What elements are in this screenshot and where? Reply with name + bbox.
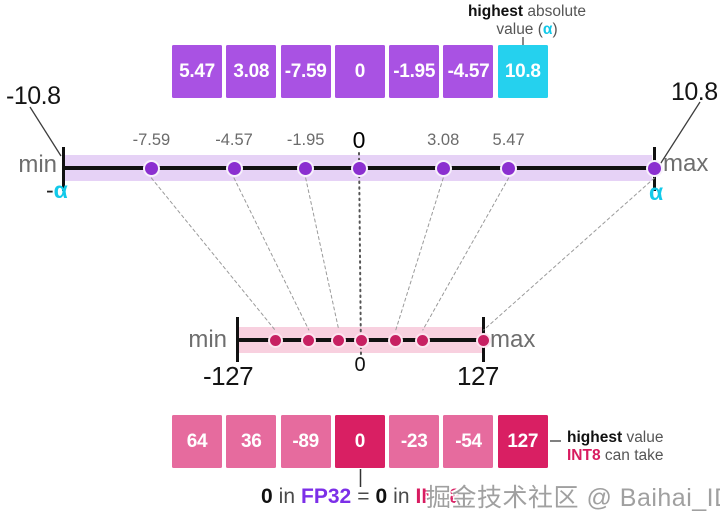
fp32-cell: -4.57 [443,45,494,98]
fp32-dot [350,159,368,177]
int8-zero-label: 0 [354,354,366,376]
int8-dot [388,332,404,348]
fp32-zero-label: 0 [352,127,366,153]
fp32-min-tick [62,147,65,191]
fp32-cell: 5.47 [172,45,222,98]
can-take-text: can take [604,447,664,464]
int8-cell: -54 [443,415,494,468]
equation-zero-fp32: 0 [260,485,273,508]
int8-dot [301,332,317,348]
mapping-connector-line [305,177,340,331]
fp32-dot [297,159,315,177]
fp32-min-label: min [18,151,57,178]
equation-in-1: in [278,485,296,508]
fp32-cell: 10.8 [497,45,548,98]
fp32-point-label: 5.47 [492,131,525,149]
highest-absolute-line2: value (α) [436,21,618,39]
equation-fp32: FP32 [301,485,352,508]
mapping-connector-line [395,177,444,331]
mapping-connector-line [422,177,510,331]
fp32-dot [434,159,452,177]
fp32-dot [225,159,243,177]
equation-int8: INT8 [415,485,462,508]
neg-alpha-symbol: α [53,177,68,203]
int8-cell-row: 64 36 -89 0 -23 -54 127 [172,415,548,468]
zero-mapping-equation: 0 in FP32 = 0 in INT8 [258,485,464,509]
int8-max-value: 127 [457,361,499,391]
watermark: 掘金技术社区 @ Baihai_IDP [426,484,720,512]
int8-cell: -23 [389,415,440,468]
int8-dot [415,332,431,348]
int8-cell: 127 [497,415,548,468]
fp32-cell: -1.95 [389,45,440,98]
highest-absolute-line1: highest absolute [436,3,618,21]
fp32-dot [500,159,518,177]
mapping-connector-line [233,177,310,331]
fp32-dot [645,159,663,177]
fp32-min-value: -10.8 [6,82,61,110]
int8-cell: -89 [280,415,331,468]
fp32-point-label: 3.08 [427,131,460,149]
fp32-cell: 3.08 [226,45,277,98]
fp32-dot [142,159,160,177]
highest-word-2: highest [567,429,623,446]
highest-int8-line1: highest value [567,429,664,447]
pos-alpha-symbol: α [649,179,664,205]
int8-dot [331,332,347,348]
highest-int8-line2: INT8 can take [567,447,664,465]
int8-min-tick [236,317,239,362]
equation-zero-int8: 0 [375,485,388,508]
int8-cell: 64 [172,415,222,468]
int8-min-label: min [188,326,227,353]
int8-dot [476,332,492,348]
min-annotation-line [29,106,62,157]
int8-min-value: -127 [203,361,254,391]
neg-alpha-label: -α [46,177,68,204]
alpha-symbol: α [542,21,553,38]
value-paren-text: value ( [496,21,543,38]
absolute-word: absolute [527,3,587,20]
int8-word: INT8 [567,447,601,464]
int8-cell: 36 [226,415,277,468]
int8-dot [267,332,283,348]
int8-dot [353,332,369,348]
pos-alpha-label: α [649,179,663,206]
equation-in-2: in [393,485,410,508]
equation-equals: = [357,485,370,508]
highest-int8-value-label: highest value INT8 can take [567,429,664,465]
close-paren-text: ) [552,21,558,38]
fp32-cell-row: 5.47 3.08 -7.59 0 -1.95 -4.57 10.8 [172,45,548,98]
fp32-point-label: -7.59 [132,131,171,149]
fp32-point-label: -1.95 [286,131,325,149]
fp32-point-label: -4.57 [215,131,253,149]
fp32-cell: 0 [334,45,385,98]
int8-max-label: max [490,326,536,353]
int8-cell: 0 [334,415,385,468]
value-word: value [626,429,664,446]
fp32-cell: -7.59 [280,45,331,98]
highest-absolute-value-label: highest absolute value (α) [436,3,618,39]
minus-sign: - [46,177,54,203]
fp32-max-value: 10.8 [671,78,718,106]
mapping-connector-line [483,177,655,331]
highest-word: highest [467,3,524,20]
mapping-connector-line [150,177,276,331]
fp32-max-label: max [663,150,709,177]
